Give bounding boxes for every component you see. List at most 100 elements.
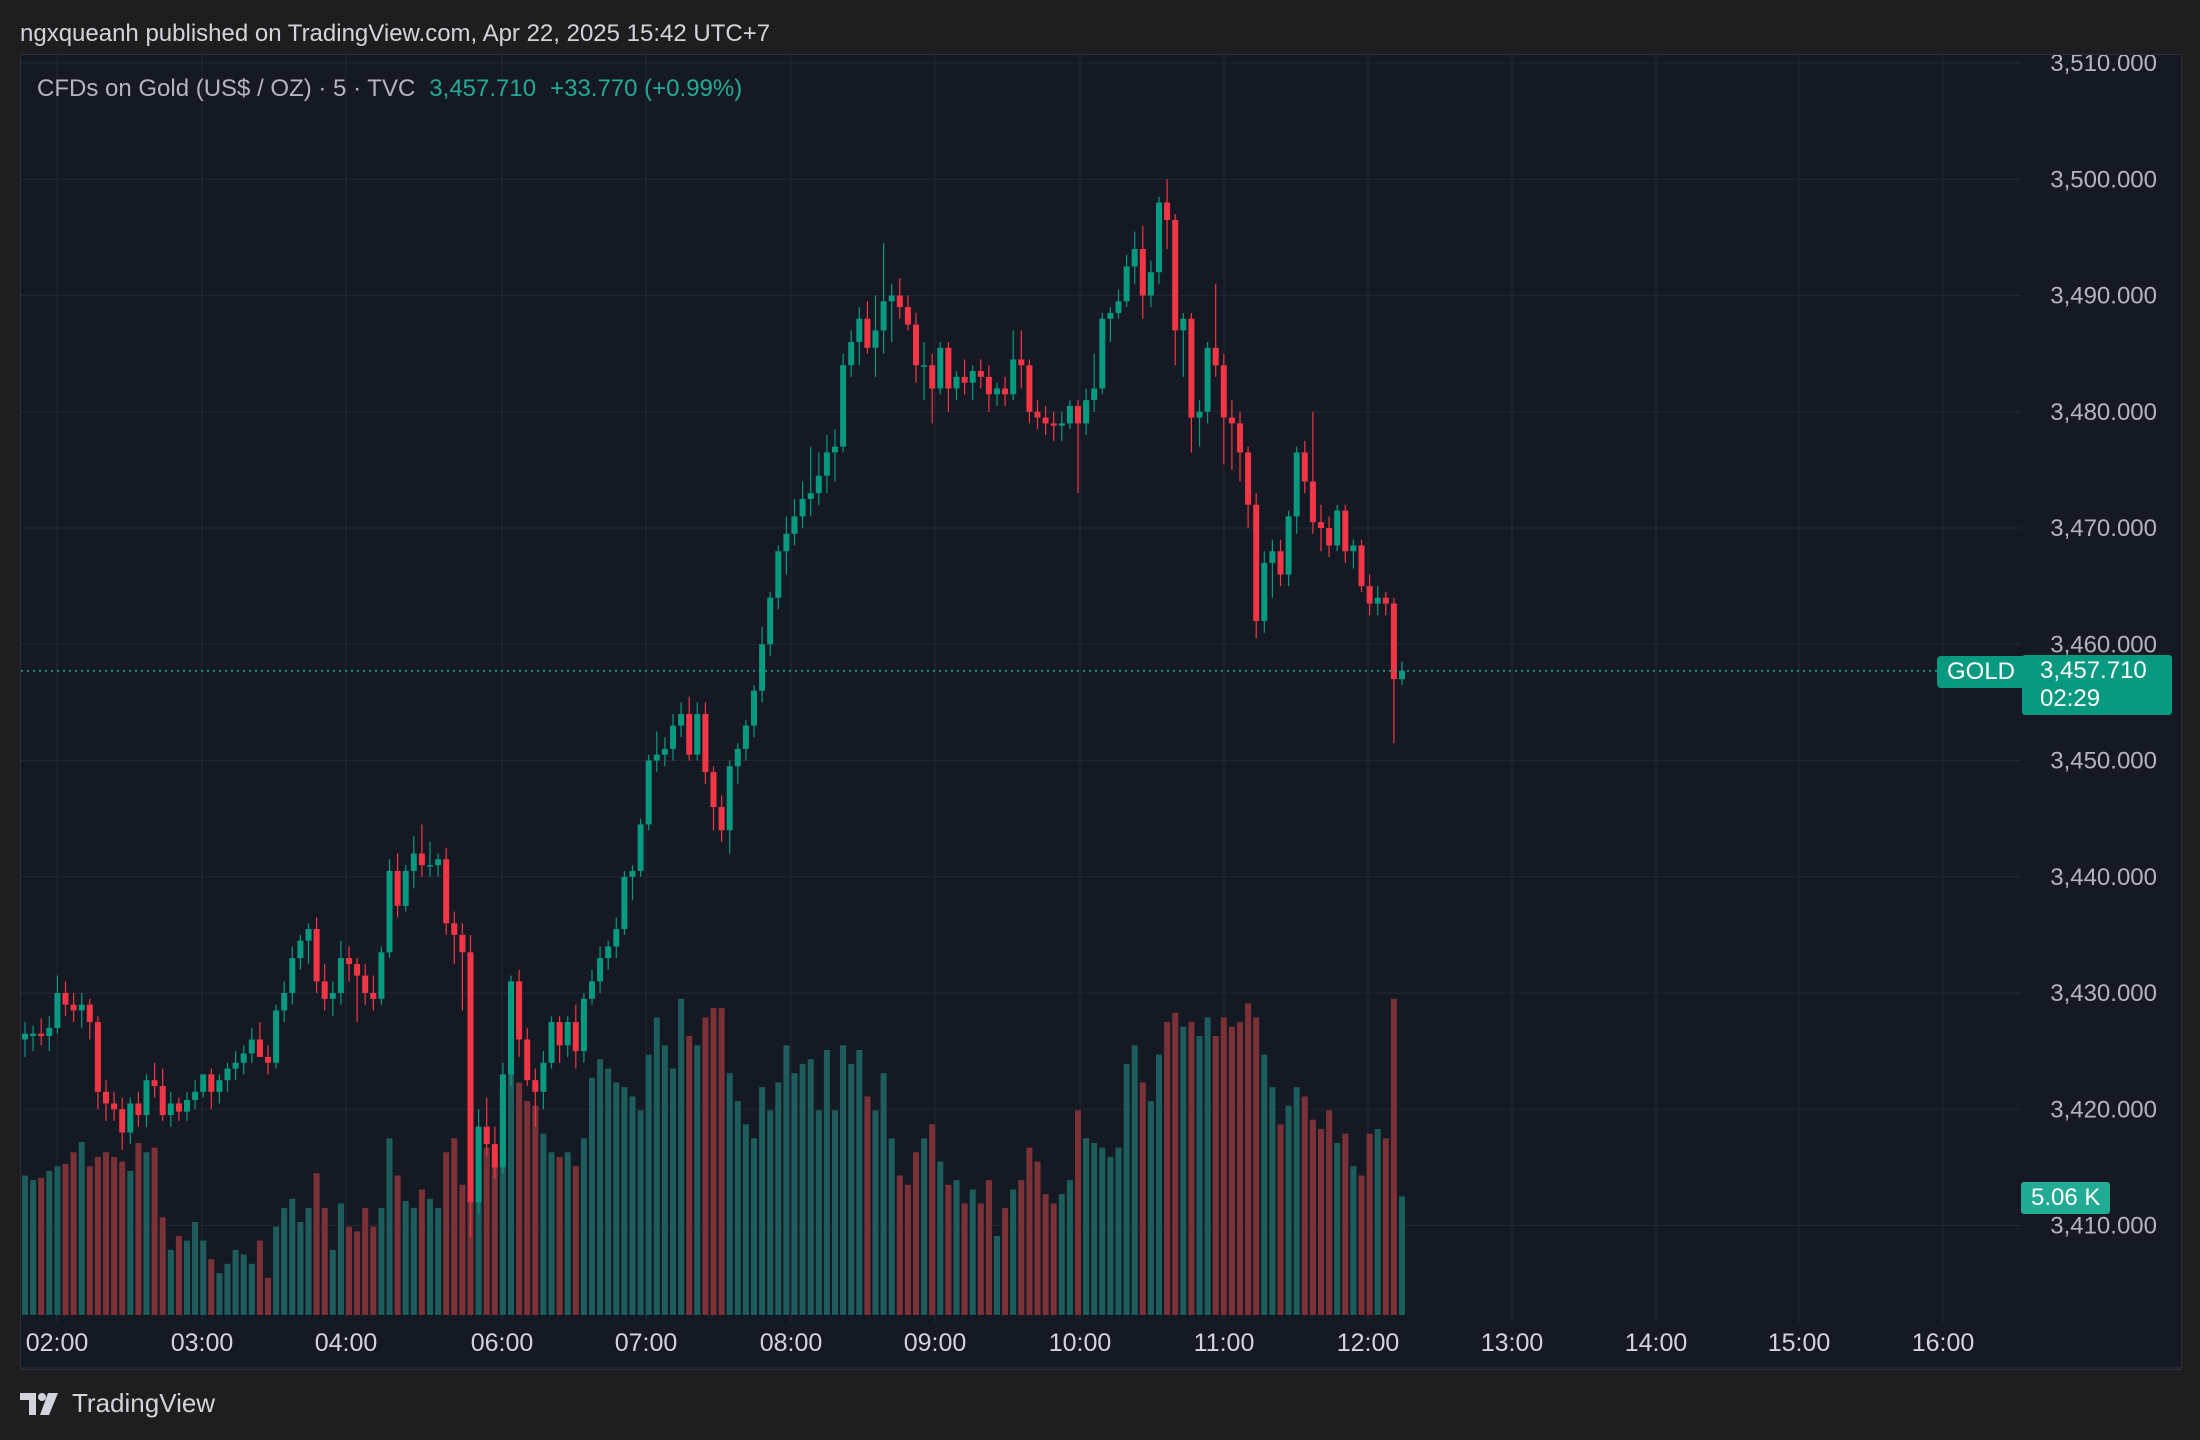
volume-bar <box>888 1138 895 1315</box>
volume-bar <box>1228 1026 1235 1315</box>
candle-body <box>961 376 968 383</box>
time-tick-label: 06:00 <box>471 1329 534 1357</box>
volume-bar <box>394 1175 401 1315</box>
candle-body <box>686 714 693 755</box>
candle-body <box>70 1004 77 1011</box>
candle-body <box>1342 510 1349 552</box>
time-tick-label: 11:00 <box>1194 1329 1255 1357</box>
candle-body <box>742 725 749 749</box>
volume-bar <box>621 1087 628 1315</box>
volume-bar <box>589 1077 595 1315</box>
volume-bar <box>427 1198 433 1315</box>
volume-bar <box>1042 1194 1049 1315</box>
volume-bar <box>848 1063 855 1315</box>
volume-bar <box>742 1124 749 1315</box>
candle-body <box>1164 202 1171 220</box>
candle-body <box>1390 603 1397 680</box>
volume-bar <box>103 1152 109 1315</box>
candle-body <box>281 993 288 1011</box>
candle-body <box>1334 510 1341 546</box>
volume-bar <box>864 1096 871 1315</box>
volume-bar <box>143 1152 150 1315</box>
candle-body <box>645 760 652 825</box>
candle-body <box>767 597 774 645</box>
volume-bar <box>556 1156 563 1315</box>
volume-bar <box>1318 1129 1324 1315</box>
volume-bar <box>435 1208 442 1315</box>
volume-bar <box>1099 1147 1106 1315</box>
candle-body <box>629 870 636 877</box>
volume-bar <box>1156 1054 1162 1315</box>
candle-body <box>256 1039 263 1057</box>
time-tick-label: 09:00 <box>904 1329 967 1357</box>
volume-bar <box>321 1208 328 1315</box>
time-tick-label: 02:00 <box>26 1329 89 1357</box>
candle-body <box>1107 312 1114 319</box>
candle-body <box>1147 272 1154 296</box>
candle-body <box>637 824 644 871</box>
volume-bar <box>1164 1022 1171 1315</box>
volume-bar <box>1050 1203 1057 1315</box>
time-tick-label: 14:00 <box>1625 1329 1688 1357</box>
price-tick-label: 3,460.000 <box>2050 631 2157 658</box>
volume-bar <box>629 1096 636 1315</box>
volume-bar <box>653 1017 660 1315</box>
volume-bar <box>1034 1161 1041 1315</box>
volume-bar <box>305 1208 312 1315</box>
volume-bar <box>240 1254 247 1315</box>
volume-bar <box>580 1138 587 1315</box>
candle-body <box>1131 249 1138 267</box>
candle-body <box>516 981 523 1040</box>
candle-body <box>1204 347 1211 412</box>
volume-bar <box>62 1163 69 1315</box>
volume-bar <box>256 1240 263 1315</box>
candle-body <box>508 981 514 1075</box>
volume-bar <box>1212 1036 1219 1315</box>
volume-bar <box>127 1170 134 1315</box>
candle-body <box>1172 219 1179 331</box>
chart-panel[interactable]: 3,510.000 3,500.000 3,490.000 3,480.000 3,47… <box>20 54 2182 1370</box>
candle-body <box>265 1056 271 1063</box>
volume-bar <box>232 1249 239 1315</box>
candle-body <box>985 376 992 395</box>
volume-bar <box>1399 1196 1405 1315</box>
candle-body <box>653 754 660 761</box>
volume-bar <box>1237 1022 1243 1315</box>
volume-bar <box>1350 1166 1357 1315</box>
grid-lines <box>21 55 2021 1323</box>
candle-body <box>240 1053 247 1063</box>
volume-bar <box>540 1133 547 1315</box>
volume-bar <box>329 1249 336 1315</box>
tradingview-brand[interactable]: TradingView <box>20 1388 215 1419</box>
candle-body <box>726 766 733 831</box>
volume-bar <box>945 1184 952 1315</box>
candle-body <box>1099 318 1106 389</box>
volume-bar <box>1253 1017 1260 1315</box>
candle-body <box>248 1039 255 1054</box>
volume-bar <box>1220 1017 1227 1315</box>
candle-body <box>921 365 928 367</box>
volume-bar <box>718 1008 725 1315</box>
candle-body <box>572 1022 579 1052</box>
volume-bar <box>516 1082 523 1315</box>
candle-body <box>815 475 822 494</box>
volume-bar <box>119 1161 126 1315</box>
volume-bar <box>459 1184 466 1315</box>
volume-bar <box>1366 1133 1373 1315</box>
volume-bar <box>645 1054 652 1315</box>
chart-canvas[interactable]: 3,510.000 3,500.000 3,490.000 3,480.000 3,47… <box>21 55 2181 1369</box>
candle-body <box>1018 359 1025 366</box>
volume-bar <box>661 1045 668 1315</box>
candle-body <box>329 993 336 999</box>
volume-bar <box>840 1045 847 1315</box>
candle-body <box>1034 411 1041 418</box>
volume-bar <box>1091 1142 1098 1315</box>
candle-body <box>103 1091 109 1104</box>
candle-body <box>1326 528 1333 546</box>
candle-body <box>896 295 903 308</box>
volume-bar <box>265 1277 271 1315</box>
publisher-info: ngxqueanh published on TradingView.com, … <box>20 20 771 47</box>
volume-bar <box>1374 1129 1381 1315</box>
candle-body <box>1237 423 1243 453</box>
candle-body <box>807 493 814 499</box>
